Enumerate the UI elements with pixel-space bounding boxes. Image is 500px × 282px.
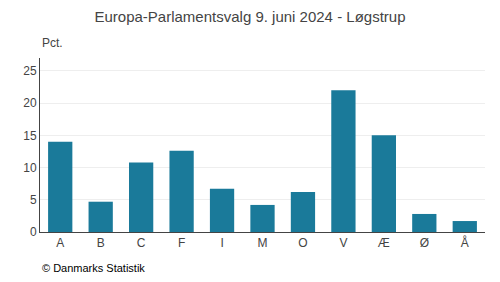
svg-text:Æ: Æ (378, 236, 390, 250)
svg-text:10: 10 (23, 161, 37, 175)
svg-text:Ø: Ø (420, 236, 429, 250)
svg-text:Pct.: Pct. (42, 36, 63, 50)
svg-text:C: C (137, 236, 146, 250)
svg-text:B: B (97, 236, 105, 250)
svg-text:V: V (339, 236, 347, 250)
svg-text:O: O (298, 236, 307, 250)
svg-text:0: 0 (30, 225, 37, 239)
svg-text:A: A (56, 236, 64, 250)
svg-text:Europa-Parlamentsvalg 9. juni: Europa-Parlamentsvalg 9. juni 2024 - Løg… (94, 8, 405, 25)
svg-text:F: F (178, 236, 185, 250)
svg-text:© Danmarks Statistik: © Danmarks Statistik (42, 262, 145, 274)
svg-text:Å: Å (461, 235, 469, 250)
svg-text:5: 5 (30, 193, 37, 207)
svg-text:15: 15 (23, 129, 37, 143)
svg-text:20: 20 (23, 96, 37, 110)
svg-text:I: I (220, 236, 223, 250)
svg-text:M: M (258, 236, 268, 250)
svg-text:25: 25 (23, 64, 37, 78)
